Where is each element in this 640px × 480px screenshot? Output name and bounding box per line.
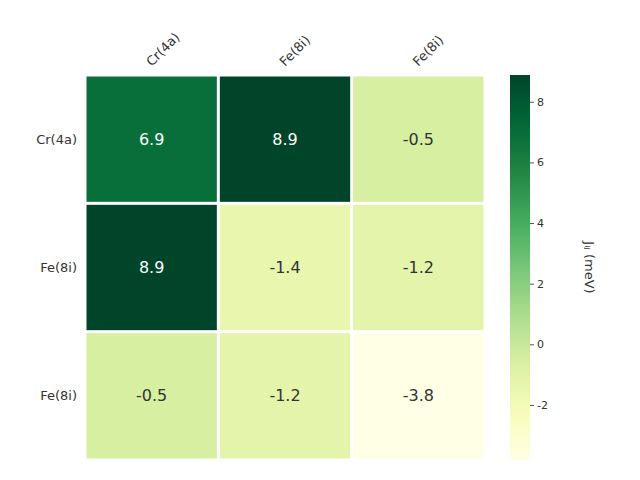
colorbar-scale (510, 75, 530, 460)
x-axis: Cr(4a) Fe(8i) Fe(8i) (143, 30, 446, 69)
y-tick-label: Fe(8i) (40, 388, 77, 403)
cell (87, 205, 217, 330)
colorbar-tick (530, 405, 534, 406)
chart: 6.9 8.9 -0.5 8.9 -1.4 -1.2 -0.5 -1.2 -3.8 Cr(4a) F… (0, 0, 640, 480)
cell-label: -1.2 (403, 258, 434, 277)
chart-container: 6.9 8.9 -0.5 8.9 -1.4 -1.2 -0.5 -1.2 -3.8 Cr(4a) F… (0, 0, 640, 480)
cell-label: 8.9 (272, 130, 297, 149)
cell (87, 77, 217, 202)
cell-label: -1.2 (269, 386, 300, 405)
cell (353, 333, 483, 458)
x-tick-label: Fe(8i) (410, 32, 447, 69)
colorbar-tick-label: 6 (537, 156, 544, 169)
colorbar: -2 0 2 4 6 8 Jᵢⱼ (meV) (510, 75, 597, 460)
colorbar-tick (530, 223, 534, 224)
cell (353, 77, 483, 202)
colorbar-tick-label: -2 (537, 399, 548, 412)
y-tick-label: Fe(8i) (40, 260, 77, 275)
cell-label: 8.9 (139, 258, 164, 277)
cell (353, 205, 483, 330)
cells (87, 77, 484, 459)
colorbar-tick (530, 344, 534, 345)
colorbar-tick (530, 162, 534, 163)
cell-label: -1.4 (269, 258, 300, 277)
x-tick-label: Fe(8i) (277, 32, 314, 69)
colorbar-tick (530, 284, 534, 285)
cell-labels: 6.9 8.9 -0.5 8.9 -1.4 -1.2 -0.5 -1.2 -3.8 (136, 130, 434, 406)
x-tick-label: Cr(4a) (143, 30, 182, 69)
colorbar-tick-label: 0 (537, 338, 544, 351)
colorbar-tick-label: 2 (537, 278, 544, 291)
colorbar-tick-label: 8 (537, 96, 544, 109)
colorbar-tick (530, 102, 534, 103)
y-axis: Cr(4a) Fe(8i) Fe(8i) (36, 132, 77, 404)
y-tick-label: Cr(4a) (36, 132, 77, 147)
cell-label: -0.5 (403, 130, 434, 149)
colorbar-tick-label: 4 (537, 217, 544, 230)
cell (220, 77, 350, 202)
cell-label: -0.5 (136, 386, 167, 405)
cell-label: 6.9 (139, 130, 164, 149)
cell (220, 333, 350, 458)
cell (87, 333, 217, 458)
cell-label: -3.8 (403, 386, 434, 405)
cell (220, 205, 350, 330)
colorbar-label: Jᵢⱼ (meV) (582, 240, 597, 293)
